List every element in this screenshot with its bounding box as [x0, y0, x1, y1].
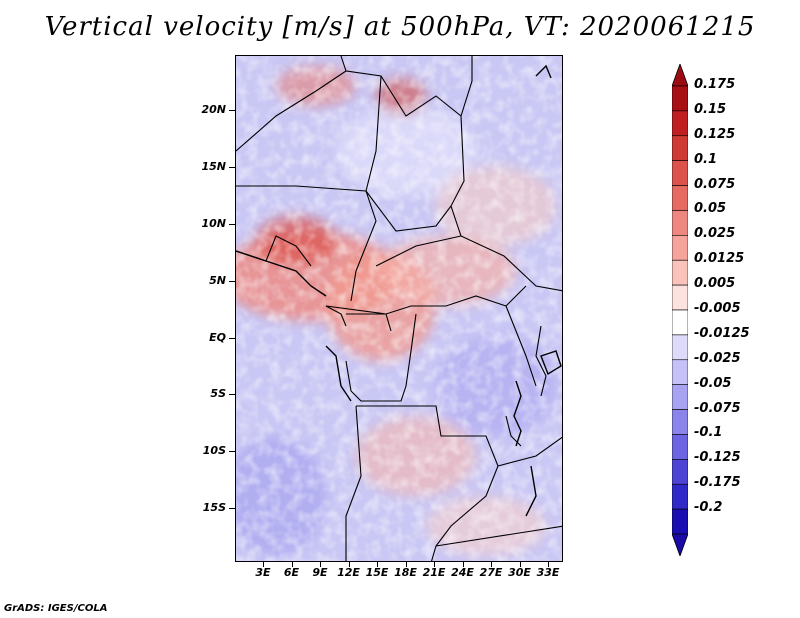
lat-tick: [229, 110, 235, 111]
lon-label: 3E: [255, 566, 271, 579]
colorbar-segment: [672, 160, 688, 186]
lon-label: 30E: [508, 566, 531, 579]
colorbar-segment: [672, 409, 688, 435]
lat-tick: [229, 224, 235, 225]
colorbar-segment: [672, 434, 688, 460]
lat-label: 10N: [201, 217, 226, 230]
lat-tick: [229, 338, 235, 339]
colorbar-segment: [672, 309, 688, 336]
lon-label: 6E: [283, 566, 300, 579]
colorbar-segment: [672, 135, 688, 161]
colorbar-segment: [672, 508, 688, 535]
lat-tick: [229, 281, 235, 282]
lakes-and-coasts: [236, 64, 562, 517]
lon-tick: [320, 562, 321, 567]
lon-tick: [348, 562, 350, 567]
colorbar-segment: [672, 284, 688, 311]
colorbar-level-label: -0.005: [694, 301, 741, 316]
lat-tick: [229, 451, 235, 452]
colorbar-level-label: -0.075: [694, 400, 741, 416]
lat-tick: [229, 508, 235, 509]
colorbar-level-label: -0.025: [694, 350, 741, 366]
colorbar-level-label: 0.125: [694, 126, 736, 142]
lon-tick: [548, 562, 549, 567]
colorbar-segment: [672, 185, 688, 211]
colorbar-segment: [672, 384, 688, 410]
lon-label: 33E: [536, 566, 560, 579]
colorbar-segment: [672, 110, 688, 137]
lon-label: 15E: [365, 566, 389, 579]
country-borders: [236, 56, 562, 561]
colorbar-top-arrow: [672, 64, 688, 87]
colorbar-level-label: 0.05: [694, 201, 727, 217]
lon-tick: [462, 562, 464, 567]
lon-tick: [434, 562, 435, 567]
lon-label: 24E: [451, 566, 474, 579]
lat-label: 10S: [202, 444, 226, 457]
lon-label: 27E: [479, 566, 503, 579]
colorbar-level-label: -0.1: [694, 425, 723, 441]
lon-tick: [519, 562, 521, 567]
colorbar-segment: [672, 259, 688, 286]
colorbar-segment: [672, 334, 688, 361]
lon-label: 21E: [422, 566, 446, 579]
chart-title: Vertical velocity [m/s] at 500hPa, VT: 2…: [44, 12, 756, 42]
colorbar-level-label: -0.05: [694, 375, 732, 391]
lat-label: 5N: [209, 274, 226, 287]
lat-label: 15N: [201, 160, 226, 173]
colorbar-segment: [672, 235, 688, 261]
lon-label: 12E: [337, 566, 360, 579]
lat-label: 15S: [202, 501, 226, 514]
colorbar-level-label: 0.025: [694, 226, 736, 242]
lat-tick: [229, 167, 235, 168]
colorbar-level-label: 0.1: [694, 151, 718, 167]
lon-tick: [377, 562, 378, 567]
noise-texture: [236, 56, 562, 561]
velocity-field-map: [236, 56, 562, 561]
colorbar-level-label: 0.075: [694, 176, 736, 192]
colorbar-level-label: 0.15: [694, 101, 727, 117]
colorbar-level-label: 0.175: [694, 77, 736, 92]
lon-tick: [291, 562, 293, 567]
lat-tick: [229, 394, 235, 395]
colorbar-level-label: -0.125: [694, 450, 741, 466]
lon-label: 9E: [312, 566, 328, 579]
lat-label: 20N: [201, 103, 226, 116]
colorbar-level-label: -0.175: [694, 475, 741, 491]
colorbar-bottom-arrow: [672, 533, 688, 556]
colorbar-segment: [672, 85, 688, 112]
colorbar-level-label: 0.0125: [694, 251, 745, 267]
lat-label: EQ: [209, 331, 226, 344]
colorbar-level-label: -0.0125: [694, 325, 750, 341]
colorbar-level-label: -0.2: [694, 500, 723, 516]
lon-tick: [263, 562, 264, 567]
lon-label: 18E: [394, 566, 417, 579]
colorbar-level-label: 0.005: [694, 276, 736, 292]
colorbar-segment: [672, 210, 688, 236]
lat-label: 5S: [210, 387, 226, 400]
footer-credit: GrADS: IGES/COLA: [4, 603, 108, 614]
lon-tick: [405, 562, 407, 567]
colorbar-segment: [672, 483, 688, 510]
colorbar-segment: [672, 359, 688, 385]
lon-tick: [491, 562, 492, 567]
colorbar: [672, 64, 688, 556]
colorbar-segment: [672, 459, 688, 485]
map-panel: [235, 55, 563, 562]
